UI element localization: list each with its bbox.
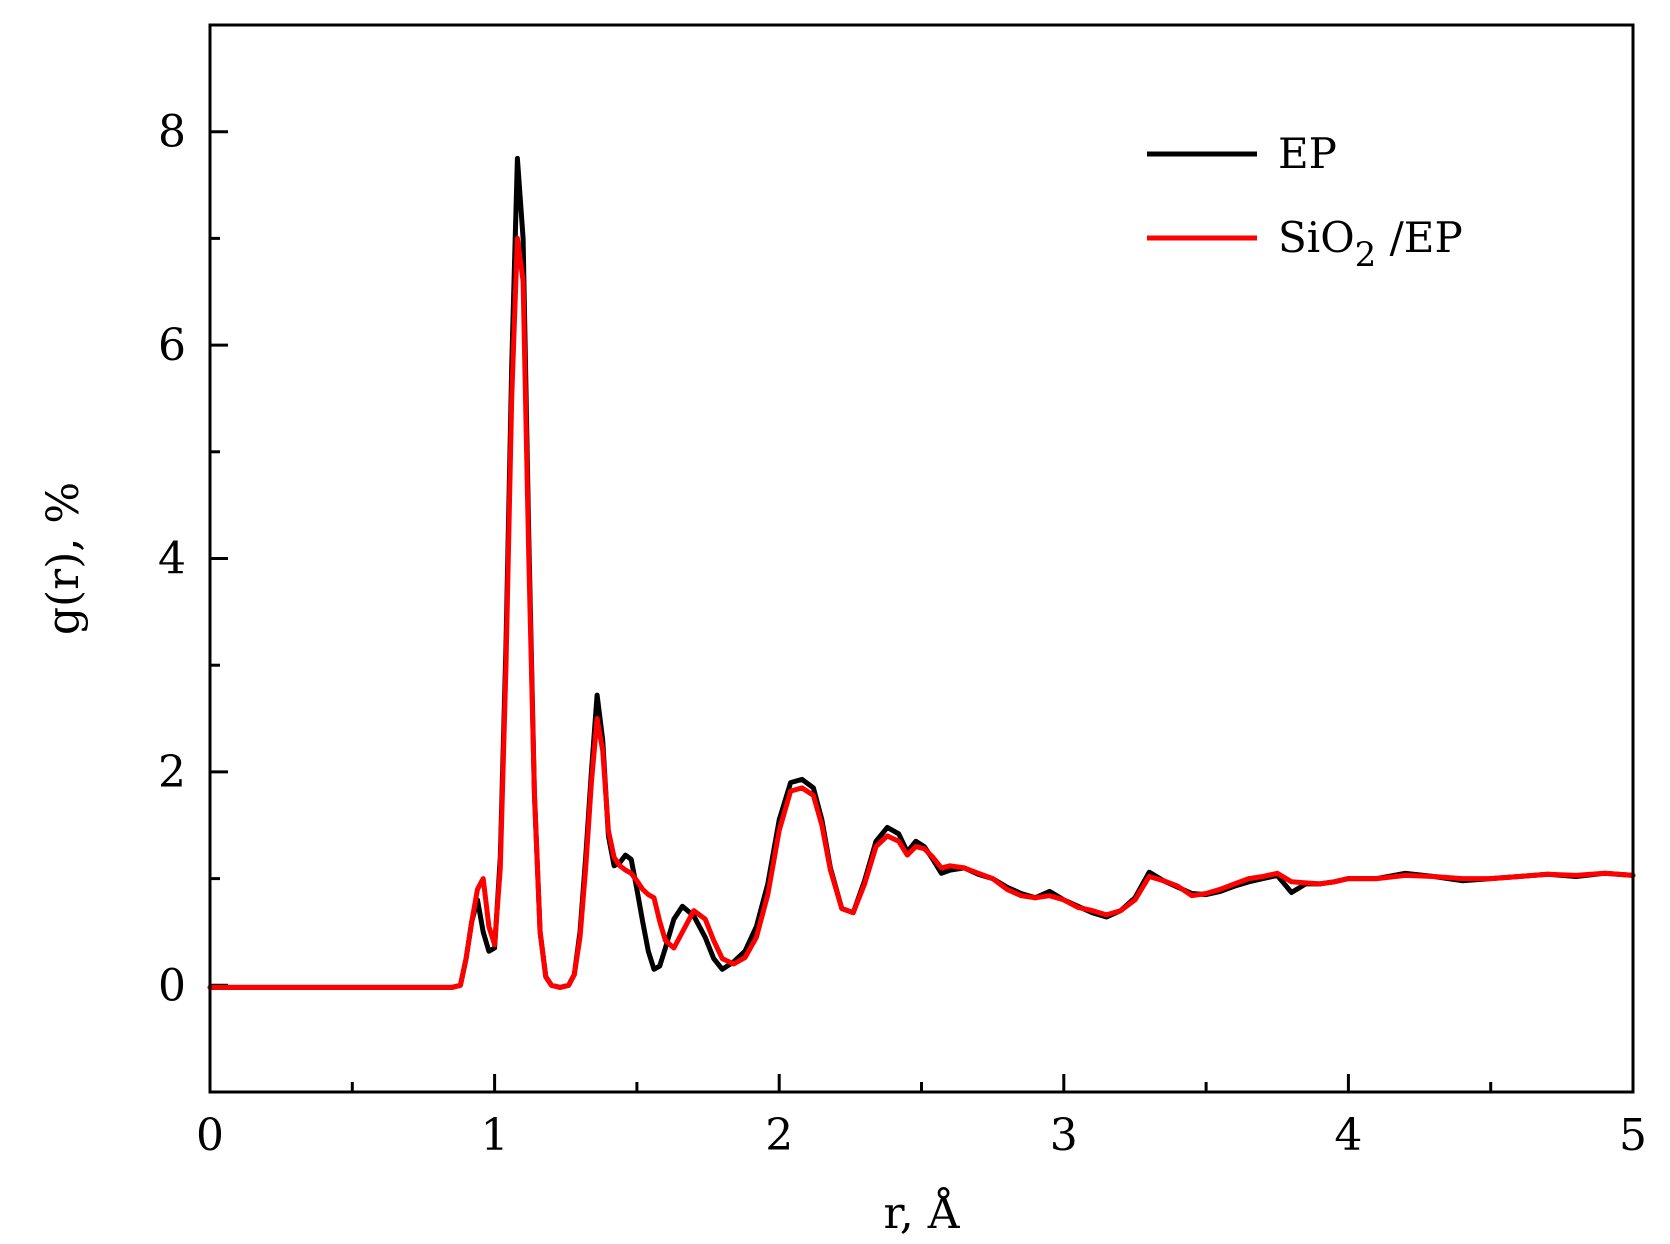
series-line-sio2-ep [207,235,1636,990]
x-tick-label: 3 [1050,1110,1078,1161]
series-line-ep [207,155,1636,990]
x-axis-ticks: 0 1 2 3 4 5 [196,1074,1647,1161]
y-tick-label: 4 [158,534,186,585]
x-tick-label: 4 [1334,1110,1362,1161]
legend-label-sio2-subscript: 2 [1355,235,1377,275]
y-tick-label: 6 [158,320,186,371]
y-tick-label: 8 [158,107,186,158]
y-tick-label: 0 [158,960,186,1011]
y-axis-ticks: 0 2 4 6 8 [158,107,228,1011]
x-tick-label: 2 [765,1110,793,1161]
y-tick-label: 2 [158,747,186,798]
x-tick-label: 5 [1619,1110,1647,1161]
legend-label-sio2-tail: /EP [1376,213,1462,262]
x-axis-title: r, Å [884,1186,961,1239]
legend: EP SiO2 /EP [1147,129,1463,275]
x-tick-label: 0 [196,1110,224,1161]
legend-label-sio2-ep: SiO2 /EP [1278,213,1463,275]
y-axis-title: g(r), % [38,482,89,635]
legend-label-sio2-main: SiO [1278,213,1355,262]
series-layer [207,155,1636,990]
x-tick-label: 1 [481,1110,509,1161]
legend-label-ep: EP [1278,129,1337,178]
plot-frame [208,23,1635,1094]
